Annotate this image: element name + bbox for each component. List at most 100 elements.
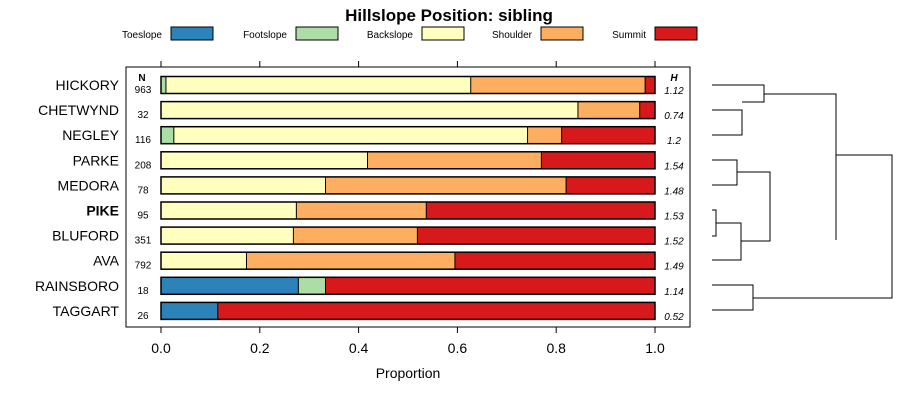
- dendrogram-branch: [712, 84, 765, 103]
- bar-outline: [160, 301, 656, 321]
- n-value: 26: [137, 311, 149, 322]
- h-value: 1.48: [664, 186, 684, 197]
- bar-segment: [217, 302, 655, 320]
- bar-segment: [470, 76, 646, 94]
- n-value: 351: [135, 236, 152, 247]
- legend-label: Backslope: [367, 30, 414, 41]
- bar-segment: [454, 252, 655, 270]
- plot-frame: [125, 66, 691, 328]
- row-label: CHETWYND: [38, 102, 119, 118]
- bar-outline: [160, 226, 656, 245]
- legend-swatch: [421, 26, 465, 41]
- x-tick-label: 1.0: [645, 340, 665, 356]
- row-label: PIKE: [86, 203, 119, 219]
- bar-segment: [165, 76, 471, 94]
- x-tick-label: 0.8: [546, 340, 566, 356]
- bar-segment: [246, 252, 455, 270]
- bar-segment: [293, 227, 418, 245]
- bar-outline: [160, 151, 656, 170]
- bar-segment: [161, 202, 297, 219]
- x-axis: 0.0 0.2 0.4 0.6 0.8 1.0: [151, 61, 665, 356]
- bar-segment: [161, 76, 166, 94]
- h-value: 1.14: [664, 287, 684, 298]
- x-axis-label: Proportion: [376, 365, 441, 381]
- bar-segment: [161, 227, 294, 245]
- n-value: 78: [137, 185, 149, 196]
- row-label: RAINSBORO: [35, 278, 119, 294]
- legend-swatch: [170, 26, 214, 41]
- bar-segment: [577, 101, 640, 119]
- dendrogram-branch: [737, 171, 771, 242]
- bar-segment: [161, 151, 368, 169]
- legend-label: Summit: [612, 30, 646, 41]
- bar-segment: [173, 126, 528, 144]
- h-value: 1.52: [664, 237, 684, 248]
- bar-segment: [298, 277, 326, 295]
- bar-outline: [160, 251, 656, 270]
- n-value: 792: [135, 261, 152, 272]
- n-value: 116: [135, 135, 151, 146]
- h-header: H: [670, 73, 678, 84]
- bar-segment: [566, 176, 655, 194]
- chart-title: Hillslope Position: sibling: [345, 6, 553, 25]
- bar-segment: [161, 176, 326, 194]
- bar-segment: [325, 277, 655, 295]
- row-label: BLUFORD: [52, 228, 119, 244]
- bar-outline: [160, 125, 656, 145]
- h-value: 1.12: [664, 86, 684, 97]
- row-label: NEGLEY: [62, 127, 119, 143]
- bar-segment: [161, 101, 578, 119]
- n-value: 18: [137, 286, 149, 297]
- x-tick-label: 0.2: [250, 340, 270, 356]
- row-labels: HICKORY 963 1.12 CHETWYND 32 0.74 NEGLEY 116 1.2…: [35, 77, 684, 323]
- dendrogram: [712, 84, 893, 311]
- legend-swatch: [295, 26, 339, 41]
- bar-segment: [325, 176, 567, 194]
- legend-swatch: [654, 26, 698, 41]
- bar-segment: [367, 151, 542, 169]
- x-tick-label: 0.6: [448, 340, 468, 356]
- h-value: 1.53: [664, 212, 684, 223]
- bar-segment: [426, 202, 655, 219]
- h-value: 1.49: [664, 262, 684, 273]
- n-value: 95: [137, 211, 149, 222]
- row-label: MEDORA: [58, 177, 120, 193]
- legend-swatch: [540, 26, 584, 41]
- bar-segment: [527, 126, 562, 144]
- legend-label: Footslope: [243, 30, 287, 41]
- bar-segment: [561, 126, 655, 144]
- dendrogram-branch: [712, 159, 738, 186]
- bar-outline: [160, 75, 656, 95]
- bar-segment: [161, 126, 174, 144]
- bar-segment: [296, 202, 427, 219]
- h-value: 0.74: [664, 111, 684, 122]
- x-tick-label: 0.0: [151, 340, 171, 356]
- n-value: 32: [137, 110, 149, 121]
- dendrogram-branch: [712, 209, 717, 237]
- row-label: PARKE: [73, 152, 119, 168]
- bar-segment: [541, 151, 655, 169]
- dendrogram-branch: [712, 109, 743, 136]
- bars: [160, 75, 656, 321]
- dendrogram-branch: [764, 93, 837, 240]
- h-value: 1.2: [667, 136, 681, 147]
- dendrogram-branch: [753, 154, 893, 299]
- bar-outline: [160, 176, 656, 195]
- bar-segment: [417, 227, 655, 245]
- row-label: TAGGART: [53, 303, 120, 319]
- legend-label: Toeslope: [122, 30, 162, 41]
- bar-outline: [160, 276, 656, 296]
- dendrogram-branch: [712, 284, 754, 311]
- h-value: 1.54: [664, 161, 684, 172]
- n-header: N: [138, 73, 145, 84]
- n-value: 208: [135, 160, 152, 171]
- bar-segment: [645, 76, 655, 94]
- x-tick-label: 0.4: [349, 340, 369, 356]
- row-label: AVA: [93, 253, 120, 269]
- h-value: 0.52: [664, 312, 684, 323]
- bar-segment: [639, 101, 655, 119]
- legend: Toeslope Footslope Backslope Shoulder Summit: [122, 26, 698, 41]
- legend-label: Shoulder: [492, 30, 533, 41]
- row-label: HICKORY: [55, 77, 119, 93]
